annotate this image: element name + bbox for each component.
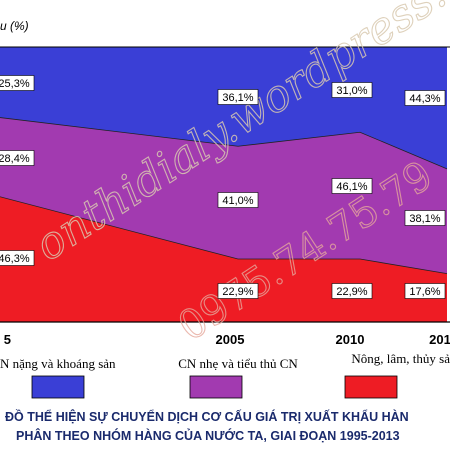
legend-swatch xyxy=(189,375,243,399)
svg-text:31,0%: 31,0% xyxy=(336,85,367,97)
svg-text:46,3%: 46,3% xyxy=(0,253,30,265)
x-axis-ticks: 5 2005 2010 201 xyxy=(4,332,450,347)
chart-title-line-1: ĐỒ THỂ HIỆN SỰ CHUYỂN DỊCH CƠ CẤU GIÁ TR… xyxy=(5,409,409,424)
data-label-layer: 25,3% 36,1% 31,0% 44,3% 28,4% 41,0% 46,1% 38,1%… xyxy=(0,75,446,299)
data-label: 22,9% xyxy=(331,283,373,299)
legend-item: Nông, lâm, thủy sả xyxy=(344,351,450,399)
x-tick-label: 2010 xyxy=(336,332,365,347)
chart-title: ĐỒ THỂ HIỆN SỰ CHUYỂN DỊCH CƠ CẤU GIÁ TR… xyxy=(5,409,409,443)
svg-text:36,1%: 36,1% xyxy=(222,92,253,104)
legend-item: N nặng và khoáng sản xyxy=(0,356,116,399)
area-series-0 xyxy=(0,47,447,169)
svg-text:22,9%: 22,9% xyxy=(336,286,367,298)
area-boundary-line xyxy=(0,196,448,274)
data-label: 38,1% xyxy=(404,210,446,226)
data-label: 17,6% xyxy=(404,283,446,299)
svg-text:41,0%: 41,0% xyxy=(222,195,253,207)
legend: N nặng và khoáng sản CN nhẹ và tiểu thủ C… xyxy=(0,351,450,399)
data-label: 22,9% xyxy=(217,283,259,299)
data-label: 46,3% xyxy=(0,250,35,266)
data-label: 31,0% xyxy=(331,82,373,98)
legend-label: Nông, lâm, thủy sả xyxy=(351,351,450,366)
x-tick-label: 201 xyxy=(429,332,450,347)
legend-swatch xyxy=(344,375,398,399)
data-label: 25,3% xyxy=(0,75,35,91)
svg-text:46,1%: 46,1% xyxy=(336,181,367,193)
data-label: 36,1% xyxy=(217,89,259,105)
area-boundary-line xyxy=(0,117,448,170)
data-label: 44,3% xyxy=(404,90,446,106)
data-label: 46,1% xyxy=(331,178,373,194)
legend-label: CN nhẹ và tiểu thủ CN xyxy=(178,356,298,371)
legend-item: CN nhẹ và tiểu thủ CN xyxy=(178,356,298,399)
chart-title-line-2: PHÂN THEO NHÓM HÀNG CỦA NƯỚC TA, GIAI ĐO… xyxy=(16,428,400,443)
data-label: 41,0% xyxy=(217,192,259,208)
legend-swatch xyxy=(31,375,85,399)
svg-text:28,4%: 28,4% xyxy=(0,153,30,165)
y-axis-unit: u (%) xyxy=(0,19,29,33)
svg-text:38,1%: 38,1% xyxy=(409,213,440,225)
x-tick-label: 2005 xyxy=(216,332,245,347)
svg-text:17,6%: 17,6% xyxy=(409,286,440,298)
svg-text:44,3%: 44,3% xyxy=(409,93,440,105)
legend-label: N nặng và khoáng sản xyxy=(0,356,116,371)
data-label: 28,4% xyxy=(0,150,35,166)
svg-text:25,3%: 25,3% xyxy=(0,78,30,90)
x-tick-label: 5 xyxy=(4,332,11,347)
svg-text:22,9%: 22,9% xyxy=(222,286,253,298)
